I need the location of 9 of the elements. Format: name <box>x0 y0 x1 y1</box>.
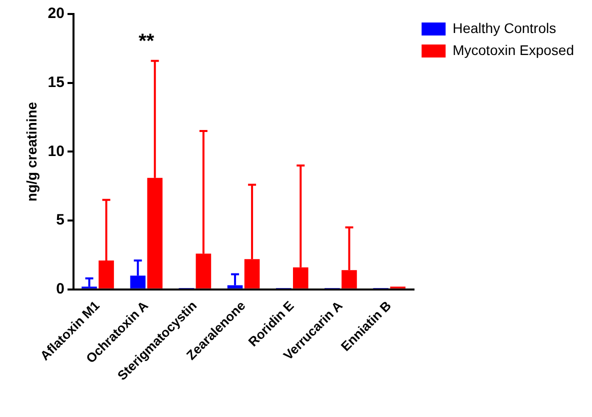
y-tick-label: 5 <box>56 212 64 229</box>
y-tick-label: 10 <box>48 142 64 160</box>
y-tick-label: 0 <box>56 280 64 298</box>
legend-label: Healthy Controls <box>452 20 556 36</box>
y-axis-title: ng/g creatinine <box>23 102 40 202</box>
y-tick-label: 15 <box>48 74 64 91</box>
y-tick-label: 20 <box>48 5 64 22</box>
annotation: ** <box>138 30 154 53</box>
legend-label: Mycotoxin Exposed <box>452 42 574 58</box>
